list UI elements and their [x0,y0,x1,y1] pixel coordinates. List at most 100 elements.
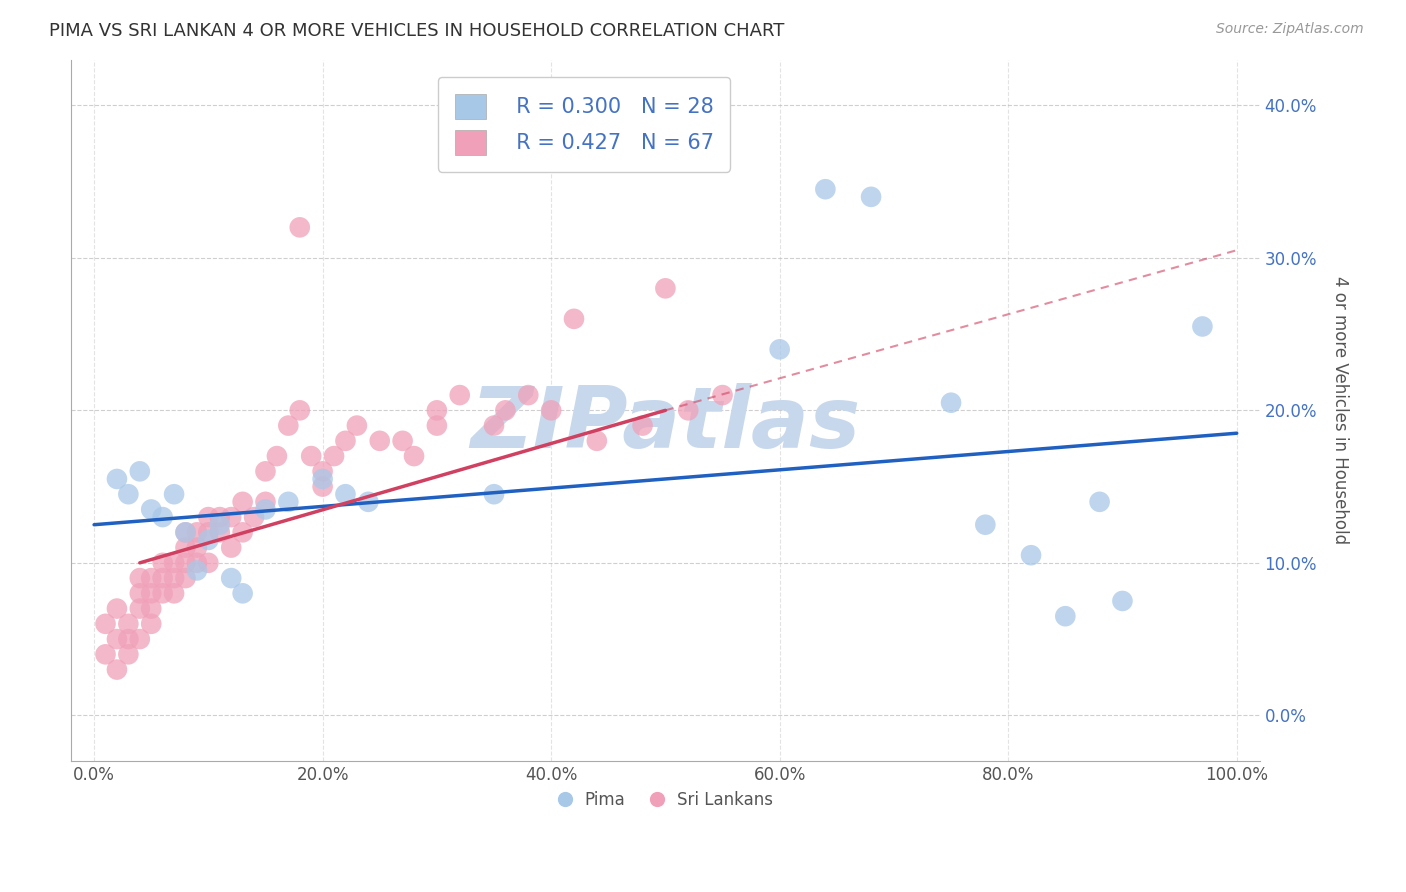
Point [232,495,254,509]
Point [769,343,792,357]
Point [254,495,277,509]
Point [141,571,163,585]
Point [163,487,186,501]
Point [1191,319,1213,334]
Point [186,525,208,540]
Point [1019,548,1042,562]
Point [197,510,219,524]
Point [1054,609,1077,624]
Point [174,525,197,540]
Point [174,525,197,540]
Point [163,556,186,570]
Point [335,434,357,448]
Point [128,571,150,585]
Point [277,418,299,433]
Point [678,403,700,417]
Point [186,556,208,570]
Point [311,472,333,486]
Point [197,556,219,570]
Point [288,220,311,235]
Point [482,418,505,433]
Point [368,434,391,448]
Point [152,586,174,600]
Point [174,556,197,570]
Legend: Pima, Sri Lankans: Pima, Sri Lankans [551,785,779,816]
Y-axis label: 4 or more Vehicles in Household: 4 or more Vehicles in Household [1331,277,1348,544]
Point [562,311,585,326]
Point [208,525,231,540]
Point [128,586,150,600]
Point [335,487,357,501]
Text: Source: ZipAtlas.com: Source: ZipAtlas.com [1216,22,1364,37]
Point [346,418,368,433]
Point [1088,495,1111,509]
Point [426,418,449,433]
Point [128,464,150,478]
Point [277,495,299,509]
Point [288,403,311,417]
Point [631,418,654,433]
Point [254,464,277,478]
Point [197,525,219,540]
Point [540,403,562,417]
Point [232,586,254,600]
Point [311,464,333,478]
Point [219,510,242,524]
Point [163,571,186,585]
Point [208,517,231,532]
Point [174,541,197,555]
Point [117,616,139,631]
Point [266,449,288,463]
Point [152,571,174,585]
Point [152,510,174,524]
Point [426,403,449,417]
Point [141,616,163,631]
Point [186,564,208,578]
Point [152,556,174,570]
Point [141,586,163,600]
Point [357,495,380,509]
Point [117,632,139,646]
Point [105,472,128,486]
Point [232,525,254,540]
Point [402,449,425,463]
Point [860,190,883,204]
Point [219,571,242,585]
Text: PIMA VS SRI LANKAN 4 OR MORE VEHICLES IN HOUSEHOLD CORRELATION CHART: PIMA VS SRI LANKAN 4 OR MORE VEHICLES IN… [49,22,785,40]
Point [323,449,346,463]
Point [105,632,128,646]
Point [311,480,333,494]
Point [117,648,139,662]
Point [449,388,471,402]
Point [711,388,734,402]
Point [105,601,128,615]
Point [197,533,219,547]
Point [186,541,208,555]
Point [208,510,231,524]
Point [94,616,117,631]
Point [1111,594,1133,608]
Point [117,487,139,501]
Point [254,502,277,516]
Point [141,502,163,516]
Point [128,601,150,615]
Point [94,648,117,662]
Point [974,517,997,532]
Point [299,449,322,463]
Point [105,663,128,677]
Point [939,395,962,409]
Point [494,403,516,417]
Point [243,510,266,524]
Point [586,434,609,448]
Point [814,182,837,196]
Point [219,541,242,555]
Point [517,388,540,402]
Point [391,434,413,448]
Text: ZIPatlas: ZIPatlas [470,383,860,466]
Point [654,281,676,295]
Point [163,586,186,600]
Point [128,632,150,646]
Point [141,601,163,615]
Point [482,487,505,501]
Point [174,571,197,585]
